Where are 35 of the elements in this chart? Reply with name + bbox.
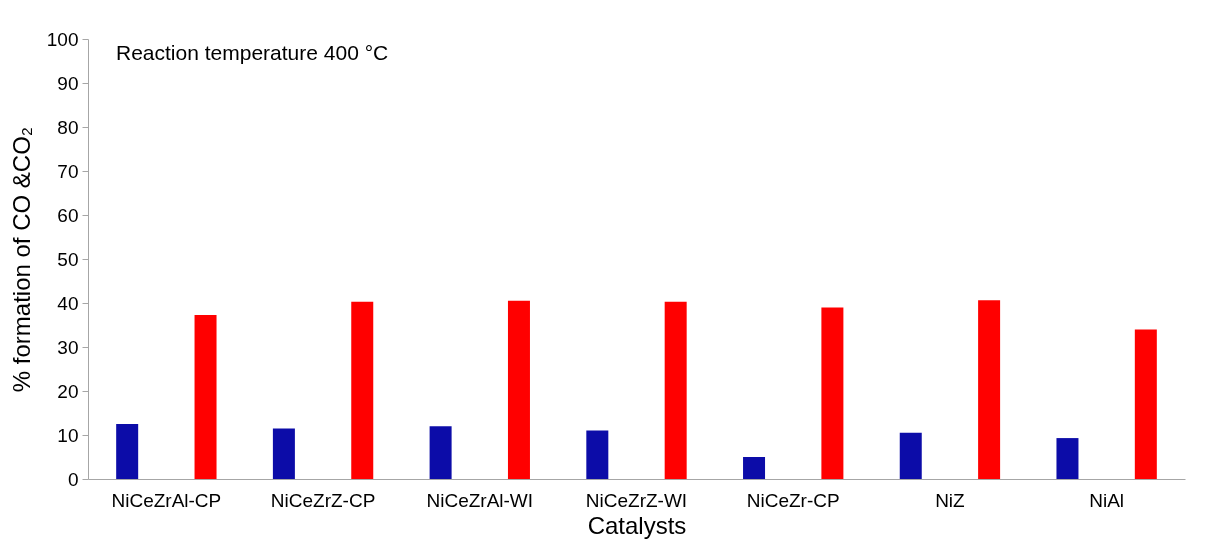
x-tick-label: NiCeZr-CP — [746, 489, 840, 511]
y-tick-label: 90 — [57, 72, 79, 94]
x-tick-label: NiAl — [1089, 489, 1125, 511]
bar — [978, 300, 1001, 479]
bar — [1134, 329, 1157, 479]
y-tick-label: 80 — [57, 116, 79, 138]
bar — [1056, 438, 1079, 479]
x-axis-title: Catalysts — [587, 511, 687, 539]
bar — [899, 432, 922, 479]
bar — [116, 424, 139, 479]
y-tick-label: 60 — [57, 204, 79, 226]
bar — [507, 300, 530, 479]
bar — [351, 301, 374, 479]
x-tick-label: NiCeZrAl-CP — [111, 489, 222, 511]
bar — [272, 428, 295, 479]
y-axis-title: % formation of CO &CO₂ — [7, 126, 35, 393]
y-tick-label: 70 — [57, 160, 79, 182]
x-tick-label: NiCeZrAl-WI — [426, 489, 534, 511]
bar — [429, 426, 452, 479]
bar — [194, 314, 217, 479]
x-tick-label: NiZ — [935, 489, 966, 511]
y-tick-label: 0 — [67, 468, 79, 490]
bar — [664, 301, 687, 479]
y-tick-label: 30 — [57, 336, 79, 358]
bar — [743, 457, 766, 479]
bar — [821, 307, 844, 479]
y-tick-label: 50 — [57, 248, 79, 270]
annotation: Reaction temperature 400 °C — [116, 41, 389, 64]
y-tick-label: 10 — [57, 424, 79, 446]
x-tick-label: NiCeZrZ-WI — [585, 489, 688, 511]
y-tick-label: 40 — [57, 292, 79, 314]
y-tick-label: 20 — [57, 380, 79, 402]
x-tick-label: NiCeZrZ-CP — [270, 489, 376, 511]
y-tick-label: 100 — [46, 28, 79, 50]
bar — [586, 430, 609, 479]
